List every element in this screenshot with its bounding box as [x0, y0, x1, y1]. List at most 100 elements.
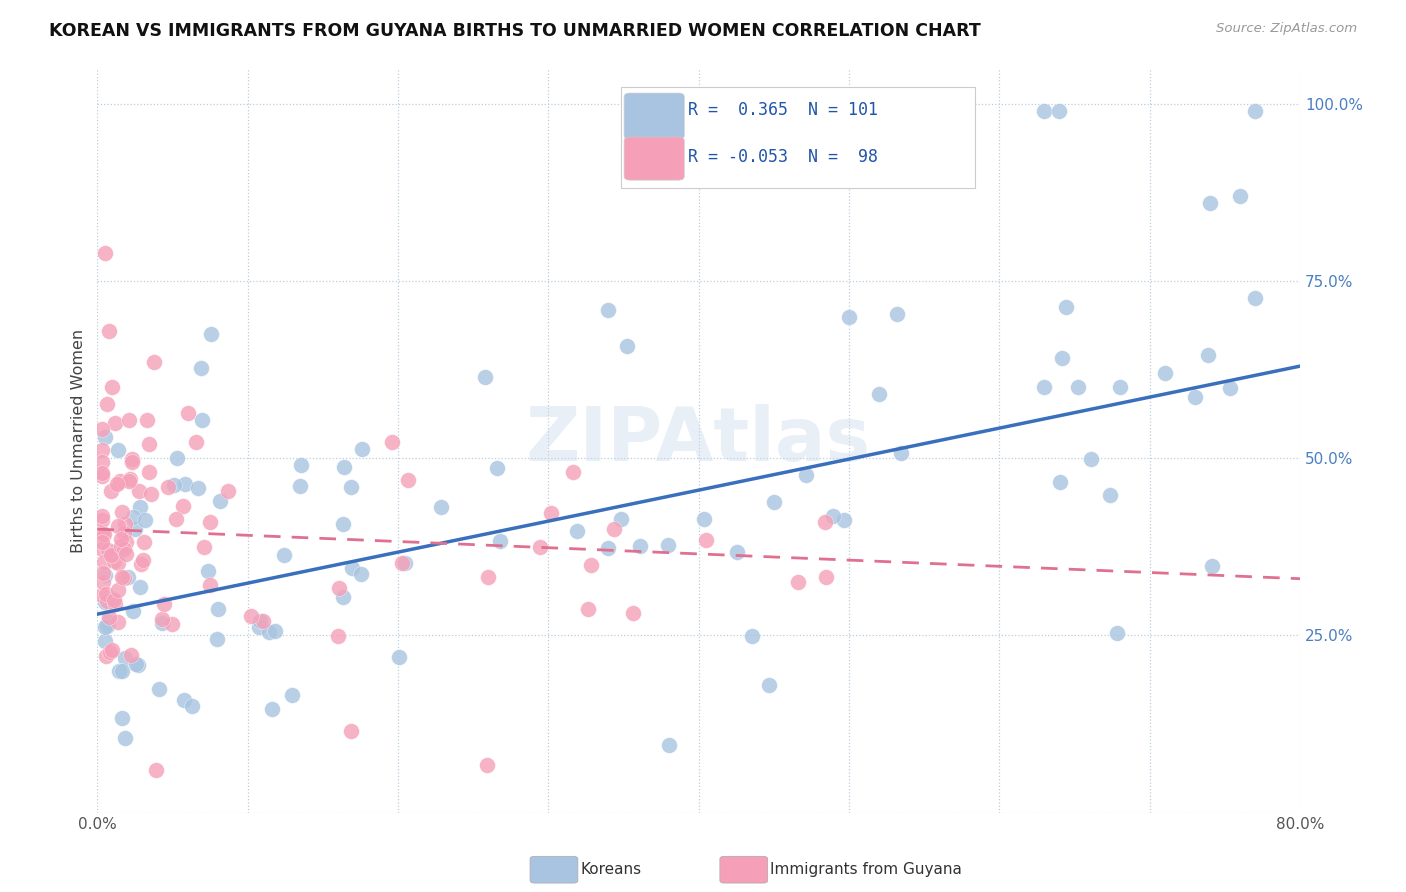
Point [657, 537, 679, 551]
Point [838, 310, 860, 324]
Point [98, 645, 121, 659]
Point [90, 442, 112, 457]
Point [90, 454, 112, 468]
Point [814, 570, 837, 584]
Point [94, 620, 117, 634]
Point [1049, 103, 1071, 118]
Text: ZIPAtlas: ZIPAtlas [526, 404, 872, 477]
Point [107, 442, 129, 457]
Point [90, 508, 112, 523]
Point [114, 731, 136, 745]
Point [114, 547, 136, 561]
Point [90, 513, 112, 527]
Point [596, 302, 619, 317]
Point [138, 436, 160, 450]
Point [118, 413, 141, 427]
Point [391, 556, 413, 570]
Point [96, 587, 118, 601]
Point [628, 540, 651, 554]
Point [388, 650, 411, 665]
Point [96, 593, 118, 607]
Text: Immigrants from Guyana: Immigrants from Guyana [770, 863, 962, 877]
Point [107, 557, 129, 571]
Point [758, 678, 780, 692]
Point [821, 508, 844, 523]
Point [1184, 390, 1206, 404]
Point [100, 592, 122, 607]
Point [96, 397, 118, 411]
Point [90, 469, 112, 483]
Point [134, 512, 156, 526]
Point [832, 513, 855, 527]
Point [104, 416, 127, 430]
Point [1050, 351, 1073, 365]
Point [127, 657, 149, 672]
Point [128, 483, 150, 498]
Point [97, 610, 120, 624]
Point [273, 549, 295, 563]
Point [1033, 103, 1056, 118]
Point [486, 461, 509, 475]
Point [350, 567, 373, 582]
Point [260, 702, 283, 716]
Point [157, 480, 180, 494]
Point [150, 615, 173, 630]
Point [114, 571, 136, 585]
Point [290, 458, 312, 472]
Point [128, 580, 150, 594]
Text: Source: ZipAtlas.com: Source: ZipAtlas.com [1216, 22, 1357, 36]
Point [94, 568, 117, 582]
Point [94, 595, 117, 609]
Point [103, 548, 125, 562]
Point [111, 664, 134, 678]
Point [135, 412, 157, 426]
Point [198, 577, 221, 591]
Point [429, 500, 451, 514]
Point [103, 593, 125, 607]
Point [658, 738, 681, 752]
Point [340, 723, 363, 738]
Point [190, 360, 212, 375]
Point [333, 460, 356, 475]
Point [247, 620, 270, 634]
Point [91, 575, 114, 590]
Point [112, 541, 135, 556]
Point [145, 763, 167, 777]
Point [868, 387, 890, 401]
Point [101, 380, 124, 394]
Point [794, 468, 817, 483]
Point [143, 355, 166, 369]
Point [252, 614, 274, 628]
Text: R =  0.365  N = 101: R = 0.365 N = 101 [688, 101, 877, 119]
Point [111, 505, 134, 519]
Point [165, 511, 187, 525]
Point [96, 619, 118, 633]
Point [120, 472, 142, 486]
Point [111, 570, 134, 584]
Point [107, 519, 129, 533]
Text: R = -0.053  N =  98: R = -0.053 N = 98 [688, 148, 877, 166]
Point [579, 558, 602, 573]
Point [1219, 381, 1241, 395]
Point [741, 629, 763, 643]
Point [122, 510, 145, 524]
Point [1243, 292, 1265, 306]
Point [148, 681, 170, 696]
Point [890, 446, 912, 460]
FancyBboxPatch shape [620, 87, 976, 187]
Point [693, 512, 716, 526]
Point [90, 422, 112, 436]
Point [339, 480, 361, 494]
Point [162, 478, 184, 492]
Point [187, 481, 209, 495]
Point [132, 534, 155, 549]
FancyBboxPatch shape [624, 93, 685, 139]
Point [1153, 366, 1175, 380]
Point [120, 648, 142, 662]
Point [90, 466, 112, 480]
Point [217, 484, 239, 499]
Point [562, 465, 585, 479]
Text: KOREAN VS IMMIGRANTS FROM GUYANA BIRTHS TO UNMARRIED WOMEN CORRELATION CHART: KOREAN VS IMMIGRANTS FROM GUYANA BIRTHS … [49, 22, 981, 40]
Point [281, 688, 304, 702]
Point [695, 533, 717, 547]
